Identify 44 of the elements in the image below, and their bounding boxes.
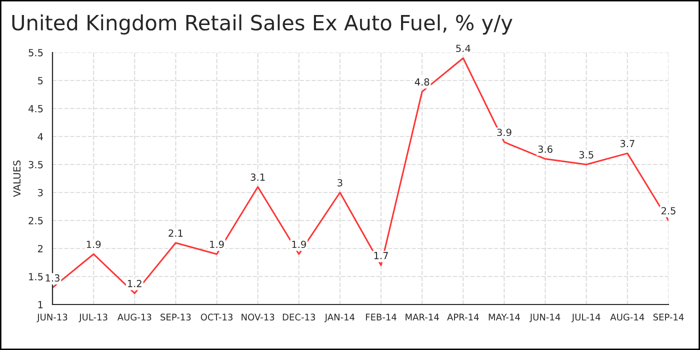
x-tick-label: DEC-13 xyxy=(282,314,316,321)
x-tick-label: AUG-14 xyxy=(610,314,644,321)
y-tick-label: 4.5 xyxy=(28,105,43,112)
data-label: 3 xyxy=(338,179,342,186)
x-tick-label: APR-14 xyxy=(447,314,479,320)
data-label: 1.9 xyxy=(292,240,306,248)
data-label: 3.5 xyxy=(579,151,594,158)
x-tick-label: OCT-13 xyxy=(200,314,232,321)
data-label: 5.4 xyxy=(456,44,470,52)
data-label: 3.6 xyxy=(538,145,552,153)
data-label: 4.8 xyxy=(414,78,430,86)
y-tick-label: 5.5 xyxy=(28,49,43,56)
data-label: 1.3 xyxy=(46,274,60,282)
x-tick-label: JUN-13 xyxy=(36,314,68,322)
x-tick-label: FEB-14 xyxy=(366,314,396,320)
x-tick-label: SEP-13 xyxy=(160,314,191,321)
data-label: 3.1 xyxy=(250,173,265,181)
data-label: 1.9 xyxy=(86,240,101,248)
x-tick-label: NOV-13 xyxy=(242,314,274,321)
y-tick-label: 4 xyxy=(38,133,43,140)
data-label: 3.7 xyxy=(620,140,634,148)
x-tick-label: JAN-14 xyxy=(324,314,355,322)
x-tick-label: SEP-14 xyxy=(653,314,684,321)
x-tick-label: JUL-13 xyxy=(78,314,108,322)
data-label: 1.7 xyxy=(374,252,388,260)
data-label: 1.9 xyxy=(210,240,224,248)
data-label: 3.9 xyxy=(497,128,512,136)
x-tick-label: JUN-14 xyxy=(529,314,560,322)
y-tick-label: 1 xyxy=(38,301,43,308)
y-tick-label: 5 xyxy=(38,77,43,84)
y-tick-label: 3 xyxy=(38,188,43,196)
y-tick-label: 1.5 xyxy=(29,273,43,280)
data-label: 1.2 xyxy=(128,280,142,288)
x-tick-label: AUG-13 xyxy=(117,314,152,321)
x-tick-label: MAY-14 xyxy=(488,314,520,320)
x-tick-label: JUL-14 xyxy=(571,314,600,322)
data-label: 2.1 xyxy=(168,229,183,237)
x-tick-label: MAR-14 xyxy=(406,314,439,320)
data-label: 2.5 xyxy=(661,207,676,214)
y-axis-title: VALUES xyxy=(13,160,21,197)
y-tick-label: 3.5 xyxy=(28,160,43,168)
chart-title: United Kingdom Retail Sales Ex Auto Fuel, % y/y xyxy=(12,14,512,35)
y-tick-label: 2 xyxy=(38,244,42,252)
y-tick-label: 2.5 xyxy=(28,216,43,224)
